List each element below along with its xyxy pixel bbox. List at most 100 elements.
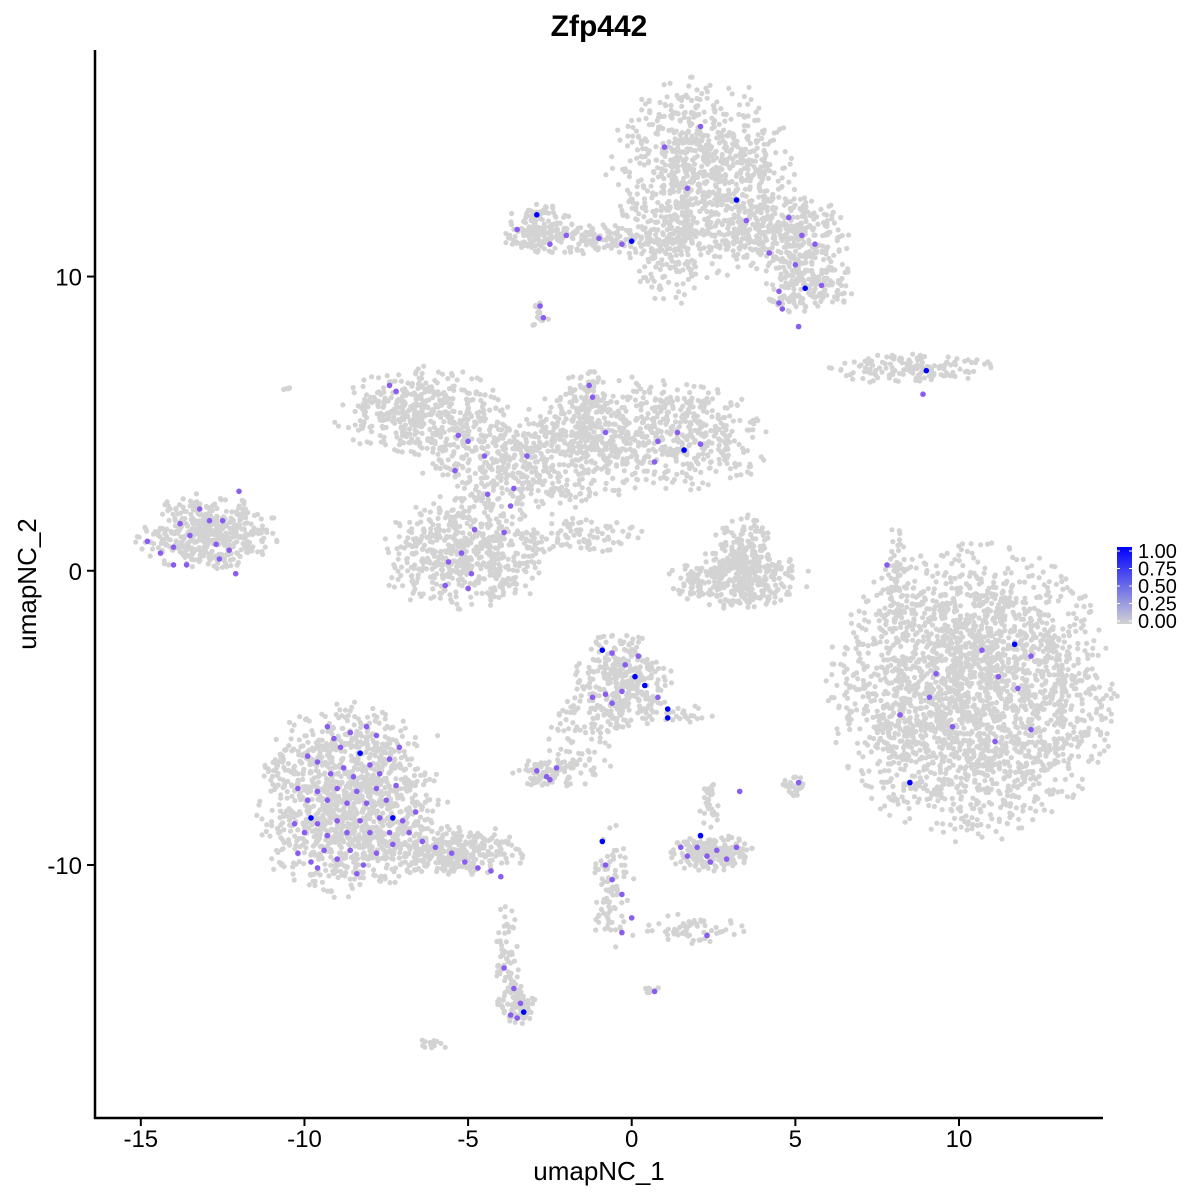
cell-point [542,463,549,469]
cell-point [708,245,715,251]
cell-point [535,242,541,248]
cell-point [549,443,555,449]
cell-point [692,264,699,270]
cell-point [650,168,657,175]
cell-point [679,209,685,215]
cell-point [791,253,797,259]
cell-point [655,427,661,433]
cell-point [453,589,459,595]
cell-point [727,413,733,419]
cell-point [601,395,607,401]
cell-point [593,409,600,415]
cell-point [409,381,415,387]
cell-point [689,221,695,227]
cell-point [729,178,735,185]
cell-point [501,446,507,452]
cell-point [753,225,759,231]
cell-point [729,91,735,97]
cell-point [416,452,422,458]
cell-point [663,149,669,155]
cell-point [732,464,739,470]
cell-point [195,557,201,563]
cell-point [455,444,461,450]
cell-point [554,236,560,242]
cell-point [468,594,474,600]
cell-point [543,441,550,447]
cell-point [505,404,511,410]
cell-point [473,579,479,585]
cell-point [604,446,610,452]
cell-point [643,230,650,236]
cell-point [528,486,535,492]
cell-point [674,236,680,242]
cell-point [384,546,391,552]
cell-point [500,511,507,517]
cell-point [764,208,771,214]
cell-point [809,259,815,265]
cell-point [695,454,701,460]
cell-point [587,532,593,538]
cell-point [350,385,356,391]
cell-point [162,502,168,508]
cell-point [594,465,600,471]
cell-point [332,419,338,425]
cell-point [401,398,407,404]
cell-point [530,547,536,553]
cell-point [456,581,462,587]
cell-point [786,179,792,185]
cell-point [782,275,788,281]
cell-point [481,576,487,582]
cell-point [476,545,482,552]
cell-point [147,553,153,559]
cell-point [380,404,386,410]
cell-point [429,539,435,545]
cell-point [669,224,675,230]
cell-point [634,184,640,190]
cell-point [200,552,206,558]
cell-point [657,248,663,254]
cell-point [704,89,711,95]
cell-point [763,165,769,172]
cell-point [826,255,832,261]
cell-point [472,470,478,476]
cell-point [712,426,719,432]
cell-point [151,531,157,537]
cell-point [481,509,488,515]
cell-point [381,389,387,395]
cell-point [655,131,661,137]
cell-point [694,173,701,179]
cell-point [723,172,729,179]
cell-point [488,394,494,400]
cell-point [561,225,567,231]
cell-point [812,294,818,300]
cell-point [802,214,808,220]
cell-point [884,354,890,360]
cell-point [634,191,640,197]
cell-point [430,407,436,413]
cell-point [921,375,928,381]
cell-point [471,503,477,510]
cell-point [700,156,707,163]
cell-point [684,259,690,265]
cell-point [550,543,556,550]
cell-point [436,510,443,516]
cell-point [478,566,484,572]
cell-point [646,448,652,454]
cell-point [745,113,751,119]
cell-point [641,196,648,202]
cell-point [770,195,776,201]
cell-point [451,427,457,433]
cell-point [391,584,397,590]
cell-point [557,436,563,442]
cell-point [662,205,668,211]
cell-point [677,118,683,124]
cell-point [555,530,561,537]
cell-point [890,371,896,378]
cell-point [692,161,698,167]
cell-point [511,558,517,564]
cell-point [796,227,803,234]
cell-point [727,165,733,171]
cell-point [742,152,748,158]
cell-point [608,398,614,405]
cell-point [659,150,665,156]
